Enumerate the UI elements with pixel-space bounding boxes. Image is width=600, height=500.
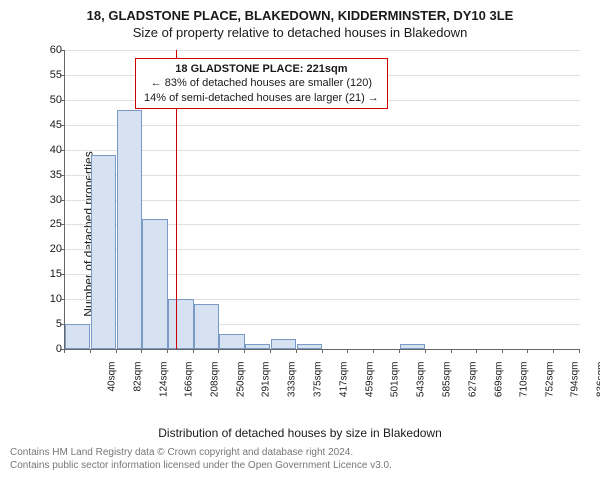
histogram-bar <box>271 339 296 349</box>
x-tick-mark <box>296 349 297 353</box>
y-tick-mark <box>60 125 64 126</box>
x-tick-mark <box>502 349 503 353</box>
x-tick-label: 836sqm <box>596 362 600 412</box>
y-tick-label: 40 <box>40 144 62 156</box>
y-tick-label: 20 <box>40 243 62 255</box>
y-tick-mark <box>60 324 64 325</box>
annotation-box: 18 GLADSTONE PLACE: 221sqm← 83% of detac… <box>135 58 388 109</box>
y-tick-mark <box>60 299 64 300</box>
histogram-bar <box>245 344 270 349</box>
x-axis-label: Distribution of detached houses by size … <box>0 424 600 440</box>
x-tick-mark <box>347 349 348 353</box>
x-tick-label: 669sqm <box>493 362 504 412</box>
histogram-bar <box>194 304 219 349</box>
x-tick-label: 752sqm <box>544 362 555 412</box>
x-tick-label: 124sqm <box>158 362 169 412</box>
histogram-bar <box>117 110 142 349</box>
y-tick-label: 45 <box>40 119 62 131</box>
y-tick-mark <box>60 100 64 101</box>
x-tick-mark <box>116 349 117 353</box>
x-tick-label: 40sqm <box>107 362 118 412</box>
y-tick-label: 15 <box>40 268 62 280</box>
x-tick-label: 250sqm <box>236 362 247 412</box>
gridline <box>65 175 580 176</box>
gridline <box>65 50 580 51</box>
y-tick-label: 5 <box>40 318 62 330</box>
histogram-bar <box>219 334 244 349</box>
x-tick-mark <box>64 349 65 353</box>
x-tick-label: 417sqm <box>338 362 349 412</box>
y-tick-label: 10 <box>40 293 62 305</box>
attribution-footer: Contains HM Land Registry data © Crown c… <box>0 440 600 472</box>
gridline <box>65 150 580 151</box>
x-tick-mark <box>141 349 142 353</box>
x-tick-mark <box>270 349 271 353</box>
x-tick-mark <box>167 349 168 353</box>
x-tick-label: 333sqm <box>287 362 298 412</box>
chart-container: Number of detached properties 18 GLADSTO… <box>10 44 590 424</box>
y-tick-label: 35 <box>40 169 62 181</box>
y-tick-label: 60 <box>40 44 62 56</box>
y-tick-mark <box>60 175 64 176</box>
x-tick-mark <box>218 349 219 353</box>
x-tick-label: 208sqm <box>210 362 221 412</box>
plot-area: 18 GLADSTONE PLACE: 221sqm← 83% of detac… <box>64 50 580 350</box>
x-tick-label: 82sqm <box>132 362 143 412</box>
footer-line-1: Contains HM Land Registry data © Crown c… <box>10 446 590 459</box>
y-tick-label: 50 <box>40 94 62 106</box>
annotation-line-2: ← 83% of detached houses are smaller (12… <box>144 76 379 90</box>
histogram-bar <box>91 155 116 349</box>
x-tick-mark <box>373 349 374 353</box>
x-tick-mark <box>399 349 400 353</box>
x-tick-mark <box>579 349 580 353</box>
footer-line-2: Contains public sector information licen… <box>10 459 590 472</box>
x-tick-label: 543sqm <box>416 362 427 412</box>
x-tick-mark <box>451 349 452 353</box>
gridline <box>65 200 580 201</box>
histogram-bar <box>65 324 90 349</box>
x-tick-mark <box>425 349 426 353</box>
y-tick-mark <box>60 224 64 225</box>
x-tick-label: 794sqm <box>570 362 581 412</box>
histogram-bar <box>297 344 322 349</box>
y-tick-label: 30 <box>40 194 62 206</box>
x-tick-mark <box>476 349 477 353</box>
x-tick-label: 710sqm <box>518 362 529 412</box>
x-tick-mark <box>193 349 194 353</box>
x-tick-label: 166sqm <box>184 362 195 412</box>
x-tick-label: 585sqm <box>441 362 452 412</box>
x-tick-label: 627sqm <box>467 362 478 412</box>
x-tick-mark <box>322 349 323 353</box>
x-tick-label: 375sqm <box>312 362 323 412</box>
y-tick-mark <box>60 150 64 151</box>
histogram-bar <box>400 344 425 349</box>
x-tick-label: 501sqm <box>390 362 401 412</box>
y-tick-mark <box>60 274 64 275</box>
y-tick-mark <box>60 50 64 51</box>
page-title-line1: 18, GLADSTONE PLACE, BLAKEDOWN, KIDDERMI… <box>0 0 600 23</box>
annotation-line-1: 18 GLADSTONE PLACE: 221sqm <box>144 62 379 76</box>
histogram-bar <box>168 299 193 349</box>
annotation-line-3: 14% of semi-detached houses are larger (… <box>144 91 379 105</box>
y-tick-mark <box>60 200 64 201</box>
x-tick-mark <box>90 349 91 353</box>
y-tick-label: 55 <box>40 69 62 81</box>
x-tick-label: 291sqm <box>261 362 272 412</box>
x-tick-mark <box>527 349 528 353</box>
y-tick-label: 25 <box>40 218 62 230</box>
y-tick-label: 0 <box>40 343 62 355</box>
histogram-bar <box>142 219 167 349</box>
page-title-line2: Size of property relative to detached ho… <box>0 23 600 44</box>
x-tick-mark <box>244 349 245 353</box>
y-tick-mark <box>60 75 64 76</box>
x-tick-mark <box>553 349 554 353</box>
y-tick-mark <box>60 249 64 250</box>
gridline <box>65 125 580 126</box>
x-tick-label: 459sqm <box>364 362 375 412</box>
